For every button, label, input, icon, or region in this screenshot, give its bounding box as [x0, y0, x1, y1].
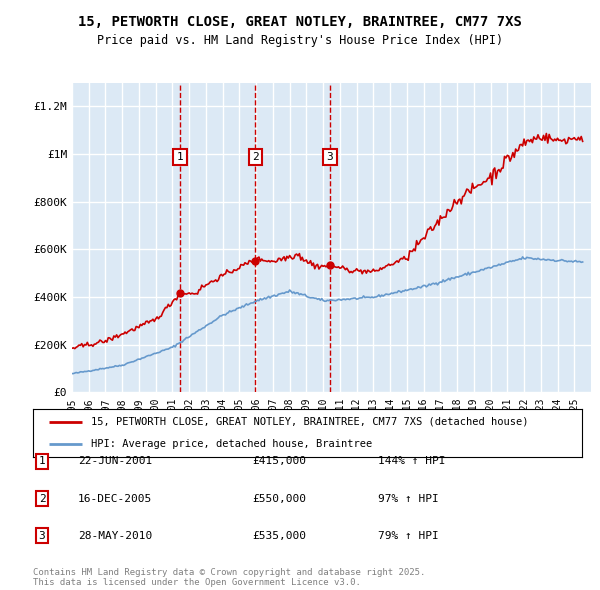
Text: 79% ↑ HPI: 79% ↑ HPI: [378, 531, 439, 540]
Text: £535,000: £535,000: [252, 531, 306, 540]
Text: 16-DEC-2005: 16-DEC-2005: [78, 494, 152, 503]
Text: 1: 1: [38, 457, 46, 466]
Text: 15, PETWORTH CLOSE, GREAT NOTLEY, BRAINTREE, CM77 7XS (detached house): 15, PETWORTH CLOSE, GREAT NOTLEY, BRAINT…: [91, 417, 528, 427]
Text: Price paid vs. HM Land Registry's House Price Index (HPI): Price paid vs. HM Land Registry's House …: [97, 34, 503, 47]
Text: 97% ↑ HPI: 97% ↑ HPI: [378, 494, 439, 503]
Text: 3: 3: [326, 152, 334, 162]
Text: 2: 2: [38, 494, 46, 503]
Text: 2: 2: [252, 152, 259, 162]
Text: 22-JUN-2001: 22-JUN-2001: [78, 457, 152, 466]
Text: HPI: Average price, detached house, Braintree: HPI: Average price, detached house, Brai…: [91, 439, 372, 449]
Text: 144% ↑ HPI: 144% ↑ HPI: [378, 457, 445, 466]
Text: £550,000: £550,000: [252, 494, 306, 503]
Text: 3: 3: [38, 531, 46, 540]
Text: Contains HM Land Registry data © Crown copyright and database right 2025.
This d: Contains HM Land Registry data © Crown c…: [33, 568, 425, 587]
Text: 28-MAY-2010: 28-MAY-2010: [78, 531, 152, 540]
Text: 15, PETWORTH CLOSE, GREAT NOTLEY, BRAINTREE, CM77 7XS: 15, PETWORTH CLOSE, GREAT NOTLEY, BRAINT…: [78, 15, 522, 29]
Text: 1: 1: [177, 152, 184, 162]
Text: £415,000: £415,000: [252, 457, 306, 466]
